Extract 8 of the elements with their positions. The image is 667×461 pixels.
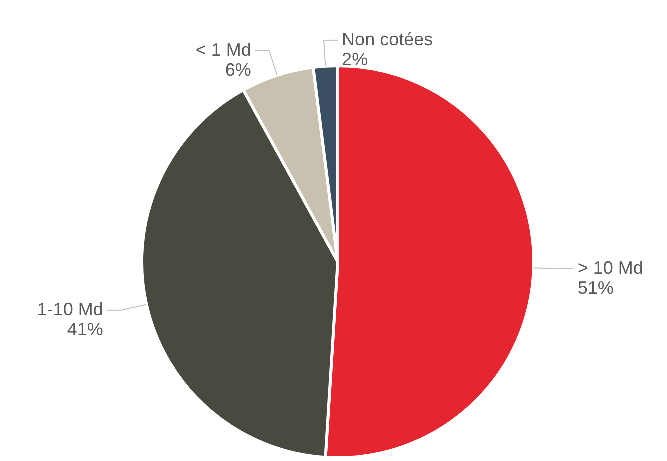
data-label: 41% bbox=[67, 319, 104, 340]
slice-label: 1-10 Md bbox=[37, 299, 104, 320]
slice-label: < 1 Md bbox=[196, 40, 252, 60]
slice-label: Non cotées bbox=[342, 29, 434, 50]
slice-label: > 10 Md bbox=[578, 258, 644, 278]
data-label: 6% bbox=[225, 60, 252, 80]
data-label: 51% bbox=[578, 278, 614, 298]
data-label: 2% bbox=[342, 49, 368, 70]
